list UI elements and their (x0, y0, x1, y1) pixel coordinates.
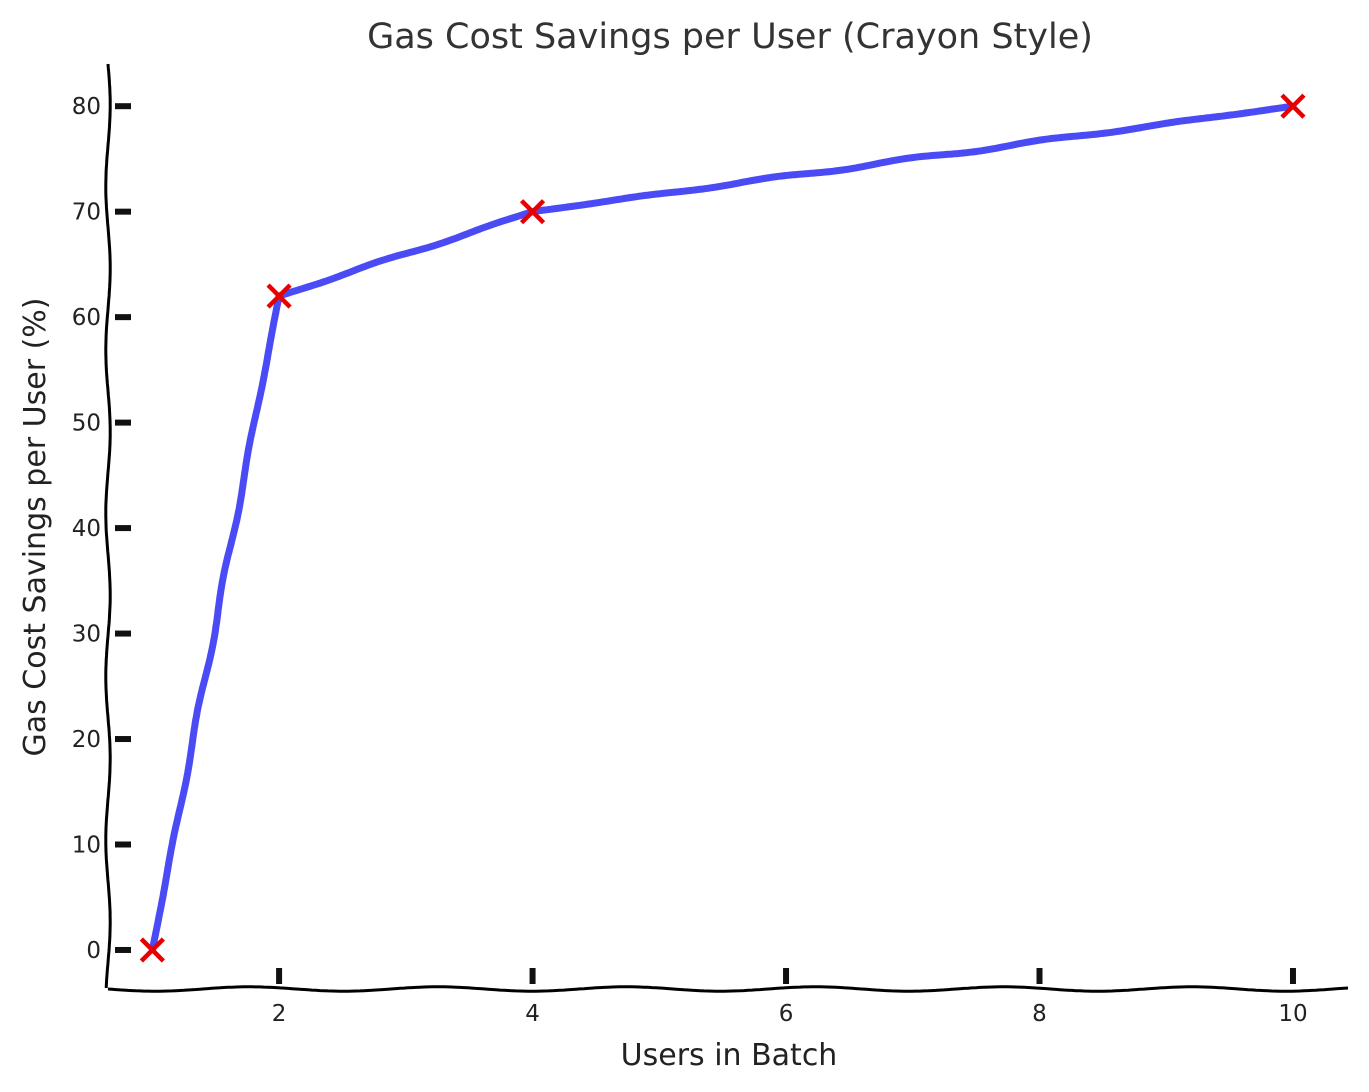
data-point-marker (519, 199, 546, 225)
data-point-marker (266, 283, 292, 309)
y-tick-label: 30 (72, 622, 101, 648)
series-layer (139, 93, 1306, 963)
series-line (148, 102, 1297, 954)
x-tick-label: 8 (1032, 1001, 1047, 1027)
x-tick-label: 6 (779, 1001, 794, 1027)
axes (104, 63, 1349, 993)
y-tick-label: 80 (72, 94, 101, 120)
x-tick-label: 2 (272, 1001, 287, 1027)
y-axis-label: Gas Cost Savings per User (%) (18, 298, 53, 757)
data-point-marker (1280, 93, 1306, 119)
y-tick-label: 0 (86, 938, 101, 964)
x-axis-label: Users in Batch (621, 1038, 838, 1073)
x-tick-label: 4 (525, 1001, 540, 1027)
x-ticks: 2 4 6 8 10 (272, 968, 1308, 1027)
y-tick-label: 40 (72, 516, 101, 542)
chart-title: Gas Cost Savings per User (Crayon Style) (367, 17, 1093, 57)
y-tick-label: 10 (72, 833, 101, 859)
y-tick-label: 60 (72, 305, 101, 331)
y-tick-label: 20 (72, 727, 101, 753)
x-axis-line (107, 985, 1349, 993)
y-tick-label: 70 (72, 200, 101, 226)
data-point-marker (139, 937, 165, 963)
x-tick-label: 10 (1278, 1001, 1307, 1027)
y-ticks: 0 10 20 30 40 50 60 70 80 (72, 94, 131, 964)
y-tick-label: 50 (72, 411, 101, 437)
y-axis-line (104, 63, 112, 989)
